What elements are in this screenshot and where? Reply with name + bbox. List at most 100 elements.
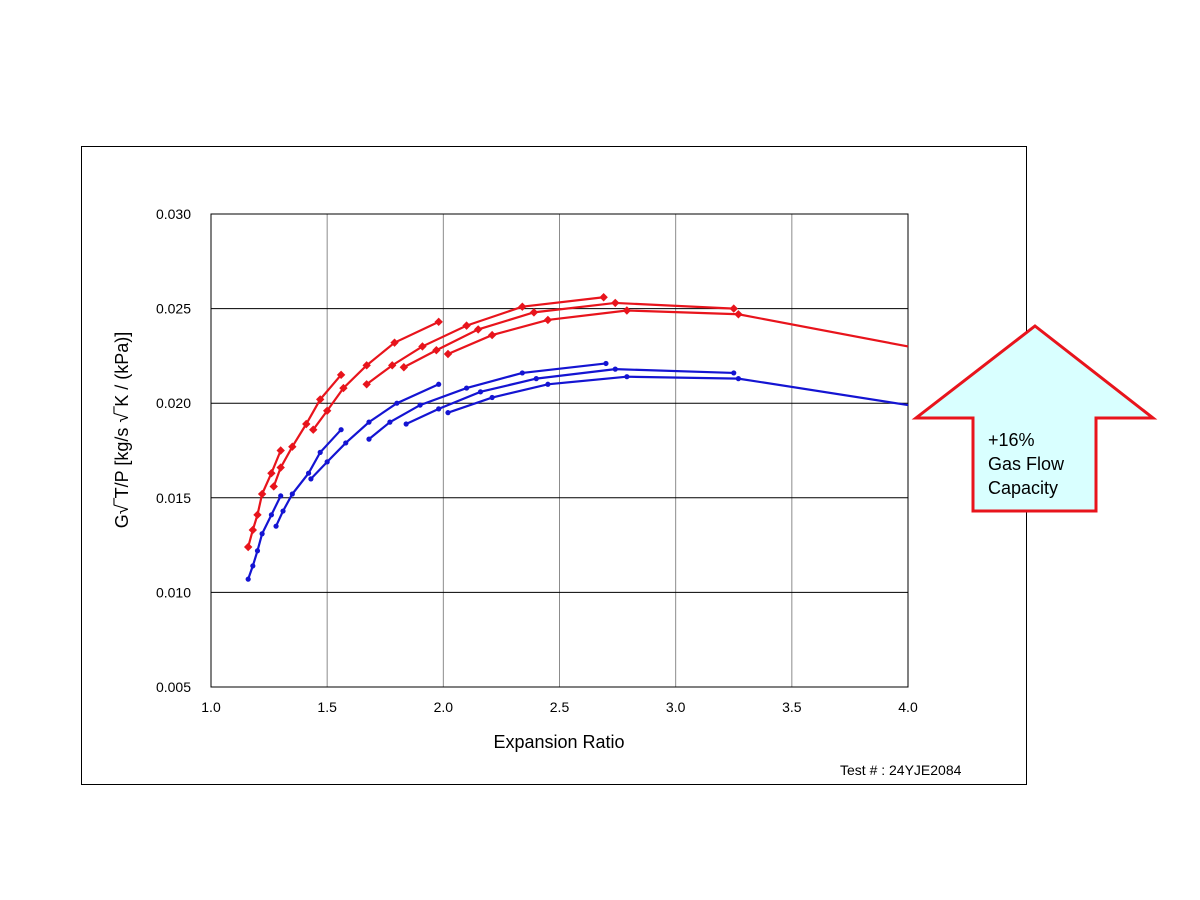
callout-line: Capacity bbox=[988, 478, 1059, 498]
data-point bbox=[388, 361, 397, 370]
x-tick-label: 2.0 bbox=[434, 699, 454, 715]
up-arrow-callout bbox=[911, 324, 1158, 513]
x-tick-label: 1.0 bbox=[201, 699, 221, 715]
data-point bbox=[243, 542, 253, 552]
data-point bbox=[336, 370, 346, 380]
data-point bbox=[317, 449, 323, 455]
data-point bbox=[734, 310, 743, 319]
series-layer bbox=[243, 293, 909, 582]
data-point bbox=[324, 459, 330, 465]
data-point bbox=[273, 523, 279, 529]
callout-line: +16% bbox=[988, 430, 1035, 450]
data-point bbox=[487, 330, 497, 340]
x-tick-label: 3.0 bbox=[666, 699, 686, 715]
data-point bbox=[288, 442, 297, 451]
callout-line: Gas Flow bbox=[988, 454, 1065, 474]
data-point bbox=[463, 385, 470, 391]
series-line bbox=[366, 296, 604, 386]
data-point bbox=[338, 427, 344, 433]
data-point bbox=[436, 381, 442, 387]
data-point bbox=[322, 406, 332, 415]
data-point bbox=[443, 349, 453, 359]
data-point bbox=[399, 363, 409, 372]
data-point bbox=[533, 376, 539, 382]
data-point bbox=[259, 531, 265, 537]
series-1 bbox=[243, 446, 285, 552]
data-point bbox=[343, 440, 349, 446]
data-point bbox=[254, 548, 261, 554]
series-2 bbox=[269, 370, 346, 491]
series-line bbox=[310, 383, 440, 480]
data-point bbox=[248, 525, 258, 535]
y-tick-label: 0.005 bbox=[156, 679, 191, 695]
data-point bbox=[434, 317, 443, 327]
data-point bbox=[735, 376, 741, 382]
series-3 bbox=[309, 317, 443, 434]
data-point bbox=[545, 381, 551, 387]
data-point bbox=[390, 338, 399, 347]
data-point bbox=[245, 576, 251, 582]
data-point bbox=[622, 306, 632, 315]
data-point bbox=[445, 410, 451, 416]
data-point bbox=[729, 304, 738, 313]
series-line bbox=[447, 375, 909, 414]
series-6 bbox=[443, 306, 909, 359]
series-12 bbox=[445, 374, 909, 416]
data-point bbox=[289, 491, 295, 497]
series-line bbox=[275, 428, 342, 527]
data-point bbox=[253, 510, 262, 520]
y-tick-label: 0.025 bbox=[156, 301, 191, 317]
data-point bbox=[611, 298, 620, 308]
series-9 bbox=[308, 381, 442, 482]
data-point bbox=[432, 346, 441, 355]
data-point bbox=[462, 321, 471, 330]
data-point bbox=[403, 421, 409, 427]
series-line bbox=[403, 301, 734, 369]
series-4 bbox=[362, 293, 608, 389]
data-point bbox=[529, 308, 539, 317]
y-tick-label: 0.030 bbox=[156, 206, 191, 222]
data-point bbox=[278, 493, 284, 499]
data-point bbox=[302, 419, 311, 429]
data-point bbox=[599, 293, 608, 302]
data-point bbox=[276, 446, 285, 455]
data-point bbox=[603, 360, 609, 367]
data-point bbox=[280, 508, 286, 514]
data-point bbox=[268, 512, 275, 518]
data-point bbox=[269, 482, 278, 491]
series-11 bbox=[403, 366, 737, 427]
data-point bbox=[308, 476, 314, 482]
series-line bbox=[405, 368, 734, 426]
x-tick-label: 3.5 bbox=[782, 699, 802, 715]
data-point bbox=[436, 406, 442, 412]
series-line bbox=[312, 320, 440, 431]
data-point bbox=[624, 374, 630, 380]
data-point bbox=[366, 419, 372, 425]
data-point bbox=[473, 325, 483, 334]
grid bbox=[211, 214, 908, 687]
y-tick-label: 0.020 bbox=[156, 395, 191, 411]
data-point bbox=[305, 470, 312, 476]
data-point bbox=[250, 563, 256, 569]
series-line bbox=[447, 309, 909, 356]
plot-area bbox=[210, 213, 909, 688]
data-point bbox=[543, 315, 553, 325]
series-5 bbox=[399, 298, 738, 372]
series-10 bbox=[366, 360, 609, 442]
y-tick-label: 0.015 bbox=[156, 490, 191, 506]
x-axis-title: Expansion Ratio bbox=[493, 732, 624, 752]
data-point bbox=[267, 469, 276, 478]
data-point bbox=[362, 361, 371, 370]
test-number-note: Test # : 24YJE2084 bbox=[840, 762, 962, 778]
data-point bbox=[477, 389, 484, 395]
series-8 bbox=[273, 427, 344, 529]
data-point bbox=[489, 394, 495, 401]
data-point bbox=[518, 302, 527, 311]
series-line bbox=[272, 374, 342, 487]
data-point bbox=[612, 366, 618, 372]
x-tick-label: 4.0 bbox=[898, 699, 918, 715]
series-7 bbox=[245, 493, 284, 582]
callout-text: +16% Gas Flow Capacity bbox=[988, 428, 1098, 500]
data-point bbox=[418, 342, 427, 351]
